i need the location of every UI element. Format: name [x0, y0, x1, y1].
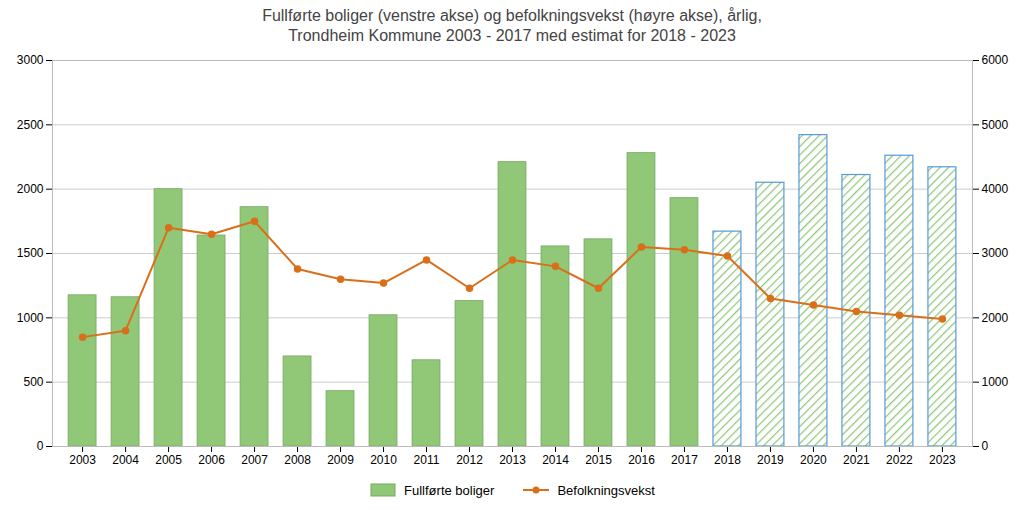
svg-text:1000: 1000	[982, 375, 1009, 389]
svg-text:2017: 2017	[671, 453, 698, 467]
svg-text:2009: 2009	[327, 453, 354, 467]
svg-text:2004: 2004	[112, 453, 139, 467]
svg-text:2019: 2019	[757, 453, 784, 467]
svg-text:2010: 2010	[370, 453, 397, 467]
svg-text:2012: 2012	[456, 453, 483, 467]
svg-text:5000: 5000	[982, 118, 1009, 132]
svg-text:2003: 2003	[69, 453, 96, 467]
svg-text:2008: 2008	[284, 453, 311, 467]
svg-text:2011: 2011	[414, 453, 440, 467]
svg-text:2016: 2016	[628, 453, 655, 467]
svg-text:2007: 2007	[241, 453, 268, 467]
svg-text:3000: 3000	[17, 53, 44, 67]
svg-text:0: 0	[982, 439, 989, 453]
svg-text:2023: 2023	[929, 453, 956, 467]
svg-text:2000: 2000	[17, 182, 44, 196]
svg-text:500: 500	[23, 375, 43, 389]
svg-text:2013: 2013	[499, 453, 526, 467]
svg-text:2015: 2015	[585, 453, 612, 467]
svg-text:2022: 2022	[886, 453, 913, 467]
svg-text:2014: 2014	[542, 453, 569, 467]
html-text:Fullførte boliger: Fullførte boliger	[404, 482, 495, 498]
svg-text:6000: 6000	[982, 53, 1009, 67]
svg-text:1500: 1500	[17, 246, 44, 260]
svg-text:0: 0	[37, 439, 44, 453]
html-text:Fullførte boliger (venstre aks: Fullførte boliger (venstre akse) og befo…	[262, 7, 762, 44]
svg-text:2005: 2005	[155, 453, 182, 467]
svg-text:2000: 2000	[982, 311, 1009, 325]
svg-text:2021: 2021	[843, 453, 870, 467]
svg-text:3000: 3000	[982, 246, 1009, 260]
html-text:Befolkningsvekst: Befolkningsvekst	[557, 482, 655, 498]
svg-text:2020: 2020	[800, 453, 827, 467]
svg-text:4000: 4000	[982, 182, 1009, 196]
svg-text:2018: 2018	[714, 453, 741, 467]
svg-text:1000: 1000	[17, 311, 44, 325]
svg-text:2006: 2006	[198, 453, 225, 467]
svg-text:2500: 2500	[17, 118, 44, 132]
